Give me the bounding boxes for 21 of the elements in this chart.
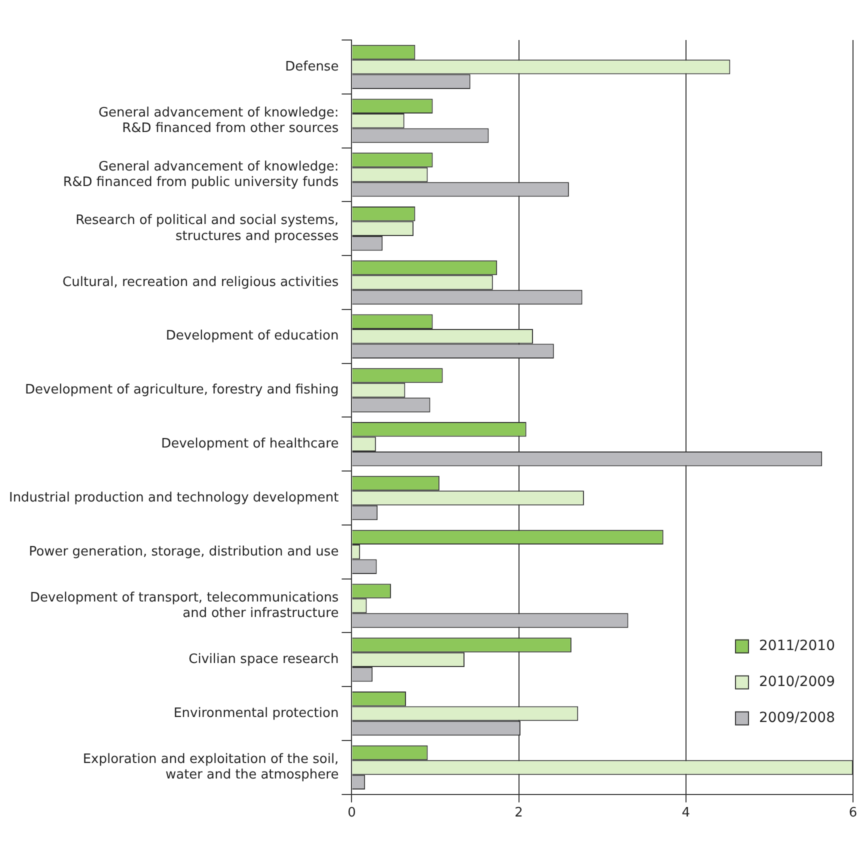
y-tick-label: Power generation, storage, distribution and use xyxy=(28,544,339,560)
y-tick-label: Defense xyxy=(285,59,339,74)
y-tick-label: Industrial production and technology development xyxy=(8,490,339,506)
x-tick-label: 4 xyxy=(682,806,690,821)
y-tick-label: Cultural, recreation and religious activities xyxy=(62,274,339,290)
y-tick-label: Civilian space research xyxy=(188,652,339,668)
y-tick-label: Research of political and social systems, structures and processes xyxy=(76,213,339,244)
legend-label: 2011/2010 xyxy=(759,638,835,654)
legend-label: 2010/2009 xyxy=(759,674,835,690)
x-tick-label: 0 xyxy=(348,806,356,821)
y-tick-label: General advancement of knowledge: R&D financed from public university funds xyxy=(63,159,339,190)
y-tick-label: General advancement of knowledge: R&D financed from other sources xyxy=(98,105,339,136)
x-tick-label: 6 xyxy=(848,806,858,821)
y-tick-label: Development of transport, telecommunications and other infrastructure xyxy=(30,590,339,621)
y-tick-label: Environmental protection xyxy=(174,706,339,721)
y-tick-label: Development of healthcare xyxy=(161,436,339,452)
y-tick-label: Exploration and exploitation of the soil, water and the atmosphere xyxy=(82,752,339,783)
legend-label: 2009/2008 xyxy=(759,710,835,726)
y-tick-label: Development of agriculture, forestry and fishing xyxy=(25,382,339,398)
y-tick-label: Development of education xyxy=(166,328,339,344)
x-tick-label: 2 xyxy=(514,806,523,821)
